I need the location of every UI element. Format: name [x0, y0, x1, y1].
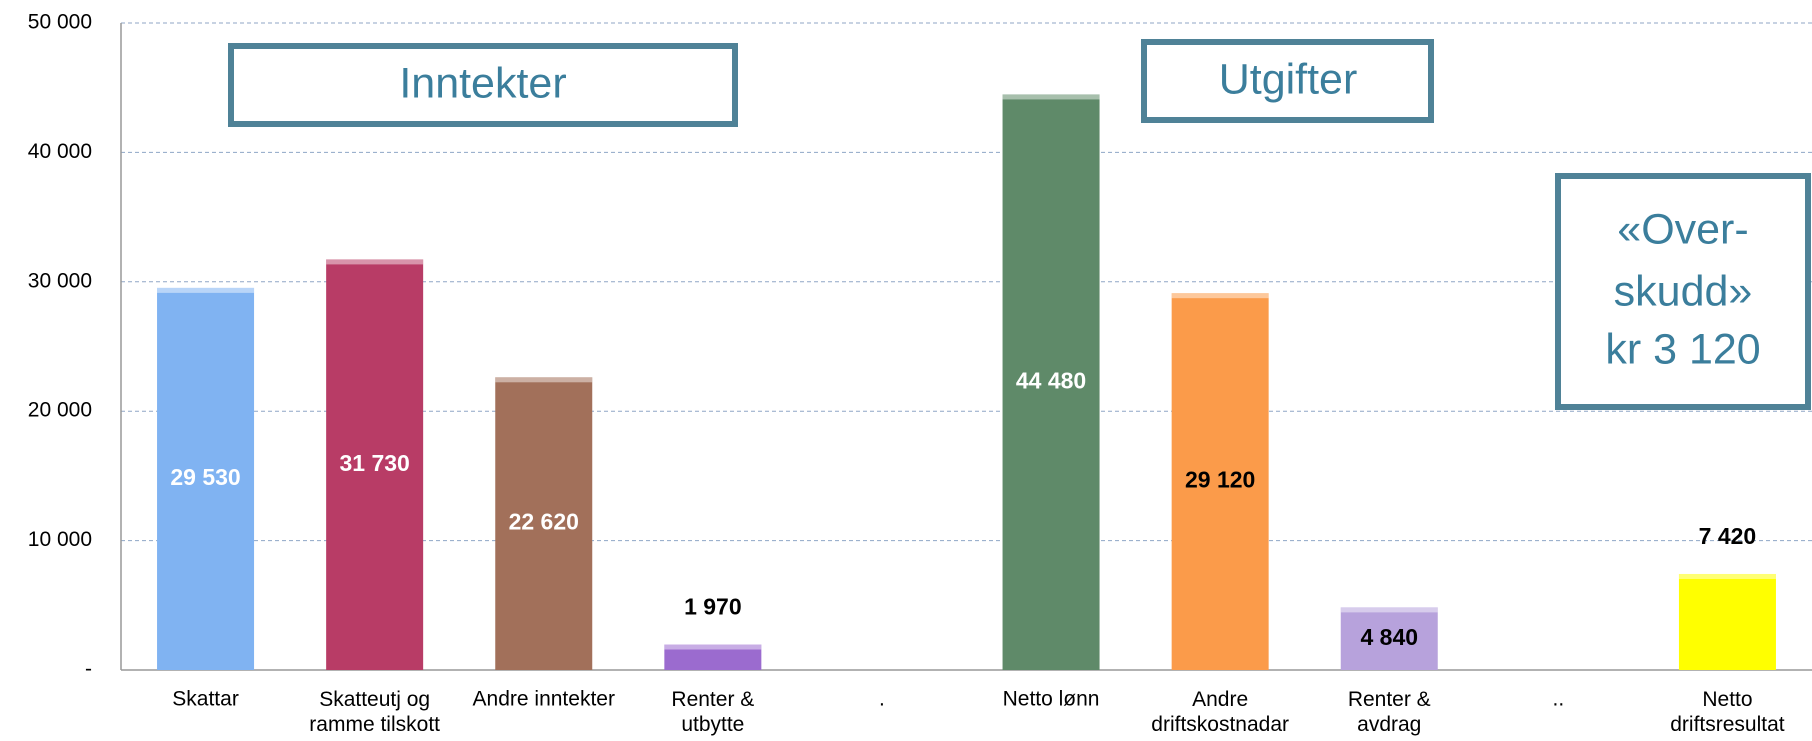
x-tick-label: Andre driftskostnadar [1151, 688, 1289, 736]
y-tick-label: 50 000 [28, 11, 92, 34]
annotation-text: Utgifter [1219, 55, 1358, 103]
x-tick-label: Andre inntekter [473, 688, 615, 711]
x-tick-label: .. [1553, 688, 1565, 711]
annotation-text: skudd» [1614, 267, 1753, 315]
value-label: 29 530 [170, 464, 240, 490]
value-label: 1 970 [684, 594, 742, 620]
annotation-box [1141, 39, 1434, 123]
value-label: 22 620 [509, 509, 579, 535]
y-tick-label: 40 000 [28, 140, 92, 163]
bar [326, 259, 424, 670]
bar [495, 377, 593, 670]
bar-highlight [157, 287, 255, 293]
bar [1340, 607, 1438, 670]
annotation-text: kr 3 120 [1605, 325, 1760, 373]
x-tick-label: Netto driftsresultat [1670, 688, 1785, 736]
bar-highlight [1171, 293, 1269, 299]
bar-highlight [1678, 573, 1776, 579]
y-tick-label: 30 000 [28, 269, 92, 292]
annotation-text: «Over- [1617, 205, 1748, 253]
y-tick-label: - [85, 658, 92, 681]
annotation-box [1555, 173, 1811, 410]
bar-highlight [664, 644, 762, 650]
bar-highlight [495, 377, 593, 383]
value-label: 4 840 [1360, 624, 1418, 650]
x-tick-label: . [879, 688, 885, 711]
bar-highlight [1002, 94, 1100, 100]
value-label: 7 420 [1699, 523, 1757, 549]
x-tick-label: Skatteutj og ramme tilskott [309, 688, 440, 736]
annotation-box [228, 43, 738, 127]
annotation-text: Inntekter [399, 59, 566, 107]
x-tick-label: Renter & avdrag [1348, 688, 1431, 736]
bar [664, 644, 762, 670]
x-tick-label: Renter & utbytte [671, 688, 754, 736]
bar [1171, 293, 1269, 670]
bar [1002, 94, 1100, 670]
x-tick-label: Netto lønn [1003, 688, 1100, 711]
y-tick-label: 10 000 [28, 528, 92, 551]
bar-highlight [326, 259, 424, 265]
bar [1678, 573, 1776, 670]
value-label: 31 730 [339, 450, 409, 476]
bar-highlight [1340, 607, 1438, 613]
value-label: 29 120 [1185, 467, 1255, 493]
bar [157, 287, 255, 670]
y-tick-label: 20 000 [28, 399, 92, 422]
x-tick-label: Skattar [172, 688, 239, 711]
value-label: 44 480 [1016, 367, 1086, 393]
